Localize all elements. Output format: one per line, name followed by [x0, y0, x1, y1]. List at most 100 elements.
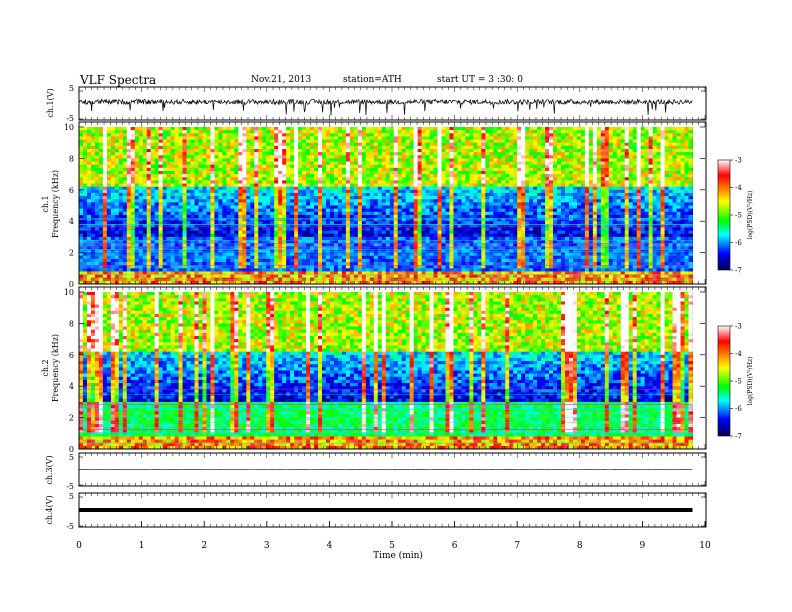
spectrogram-cell	[318, 167, 323, 172]
spectrogram-cell	[286, 164, 291, 169]
spectrogram-cell	[369, 230, 375, 235]
spectrogram-cell	[258, 177, 263, 181]
spectrogram-cell	[122, 224, 128, 228]
spectrogram-cell	[417, 158, 422, 162]
spectrogram-cell	[325, 224, 331, 228]
spectrogram-cell	[377, 221, 383, 225]
spectrogram-cell	[314, 262, 319, 266]
spectrogram-cell	[425, 265, 430, 269]
spectrogram-cell	[306, 192, 311, 197]
spectrogram-cell	[214, 139, 219, 144]
spectrogram-cell	[114, 252, 120, 257]
spectrogram-cell	[345, 189, 351, 194]
spectrogram-cell	[182, 148, 187, 153]
spectrogram-cell	[302, 189, 307, 194]
spectrogram-cell	[286, 243, 291, 247]
spectrogram-cell	[182, 145, 187, 150]
spectrogram-cell	[266, 249, 271, 253]
spectrogram-cell	[206, 208, 211, 213]
spectrogram-cell	[134, 246, 140, 250]
spectrogram-cell	[461, 183, 466, 188]
spectrogram-cell	[290, 211, 295, 216]
spectrogram-cell	[190, 224, 195, 228]
spectrogram-cell	[98, 227, 104, 232]
spectrogram-cell	[333, 186, 339, 191]
spectrogram-cell	[86, 268, 92, 272]
spectrogram-cell	[345, 142, 351, 147]
spectrogram-cell	[186, 199, 191, 203]
spectrogram-cell	[262, 246, 267, 250]
spectrogram-cell	[373, 214, 379, 219]
spectrogram-cell	[314, 133, 319, 137]
spectrogram-cell	[333, 221, 339, 225]
spectrogram-cell	[86, 246, 92, 250]
spectrogram-cell	[174, 268, 179, 272]
spectrogram-cell	[234, 233, 239, 238]
spectrogram-cell	[102, 211, 108, 216]
spectrogram-cell	[274, 258, 279, 263]
spectrogram-cell	[122, 205, 128, 210]
spectrogram-cell	[94, 240, 100, 244]
spectrogram-cell	[86, 180, 92, 184]
spectrogram-cell	[142, 252, 148, 257]
spectrogram-cell	[122, 142, 128, 147]
spectrogram-cell	[162, 214, 168, 219]
spectrogram-cell	[262, 183, 267, 188]
spectrogram-cell	[445, 130, 450, 134]
spectrogram-cell	[357, 155, 363, 159]
spectrogram-cell	[158, 145, 164, 150]
spectrogram-cell	[238, 142, 243, 147]
spectrogram-cell	[98, 252, 104, 257]
spectrogram-cell	[198, 161, 203, 166]
spectrogram-cell	[461, 249, 466, 253]
spectrogram-cell	[389, 230, 395, 235]
spectrogram-cell	[258, 271, 263, 275]
spectrogram-cell	[194, 133, 199, 137]
spectrogram-cell	[254, 145, 259, 150]
spectrogram-cell	[333, 130, 339, 134]
spectrogram-cell	[122, 161, 128, 166]
spectrogram-cell	[79, 255, 84, 260]
spectrogram-cell	[314, 274, 319, 279]
spectrogram-cell	[198, 274, 203, 279]
spectrogram-cell	[286, 174, 291, 178]
spectrogram-cell	[457, 208, 462, 213]
spectrogram-cell	[401, 274, 407, 279]
spectrogram-cell	[417, 246, 422, 250]
spectrogram-cell	[182, 262, 187, 266]
spectrogram-cell	[262, 136, 267, 140]
spectrogram-cell	[262, 205, 267, 210]
spectrogram-cell	[298, 280, 303, 285]
spectrogram-cell	[150, 164, 156, 169]
spectrogram-cell	[206, 211, 211, 216]
spectrogram-cell	[353, 139, 359, 144]
spectrogram-cell	[138, 262, 144, 266]
spectrogram-cell	[166, 183, 172, 188]
spectrogram-cell	[250, 192, 255, 197]
spectrogram-cell	[102, 152, 108, 156]
spectrogram-cell	[202, 221, 207, 225]
spectrogram-cell	[102, 180, 108, 184]
spectrogram-cell	[333, 133, 339, 137]
spectrogram-cell	[441, 145, 446, 150]
spectrogram-cell	[306, 196, 311, 200]
spectrogram-cell	[333, 145, 339, 150]
spectrogram-cell	[198, 196, 203, 200]
spectrogram-cell	[365, 246, 371, 250]
spectrogram-cell	[393, 249, 399, 253]
spectrogram-cell	[118, 180, 124, 184]
spectrogram-cell	[333, 268, 339, 272]
spectrogram-cell	[469, 145, 474, 150]
spectrogram-cell	[98, 205, 104, 210]
spectrogram-cell	[373, 211, 379, 216]
spectrogram-cell	[337, 208, 343, 213]
spectrogram-cell	[90, 274, 96, 279]
spectrogram-cell	[333, 224, 339, 228]
spectrogram-cell	[461, 243, 466, 247]
spectrogram-cell	[361, 252, 367, 257]
spectrogram-cell	[262, 174, 267, 178]
spectrogram-cell	[341, 148, 347, 153]
spectrogram-cell	[110, 127, 116, 131]
spectrogram-cell	[150, 189, 156, 194]
spectrogram-cell	[381, 152, 387, 156]
